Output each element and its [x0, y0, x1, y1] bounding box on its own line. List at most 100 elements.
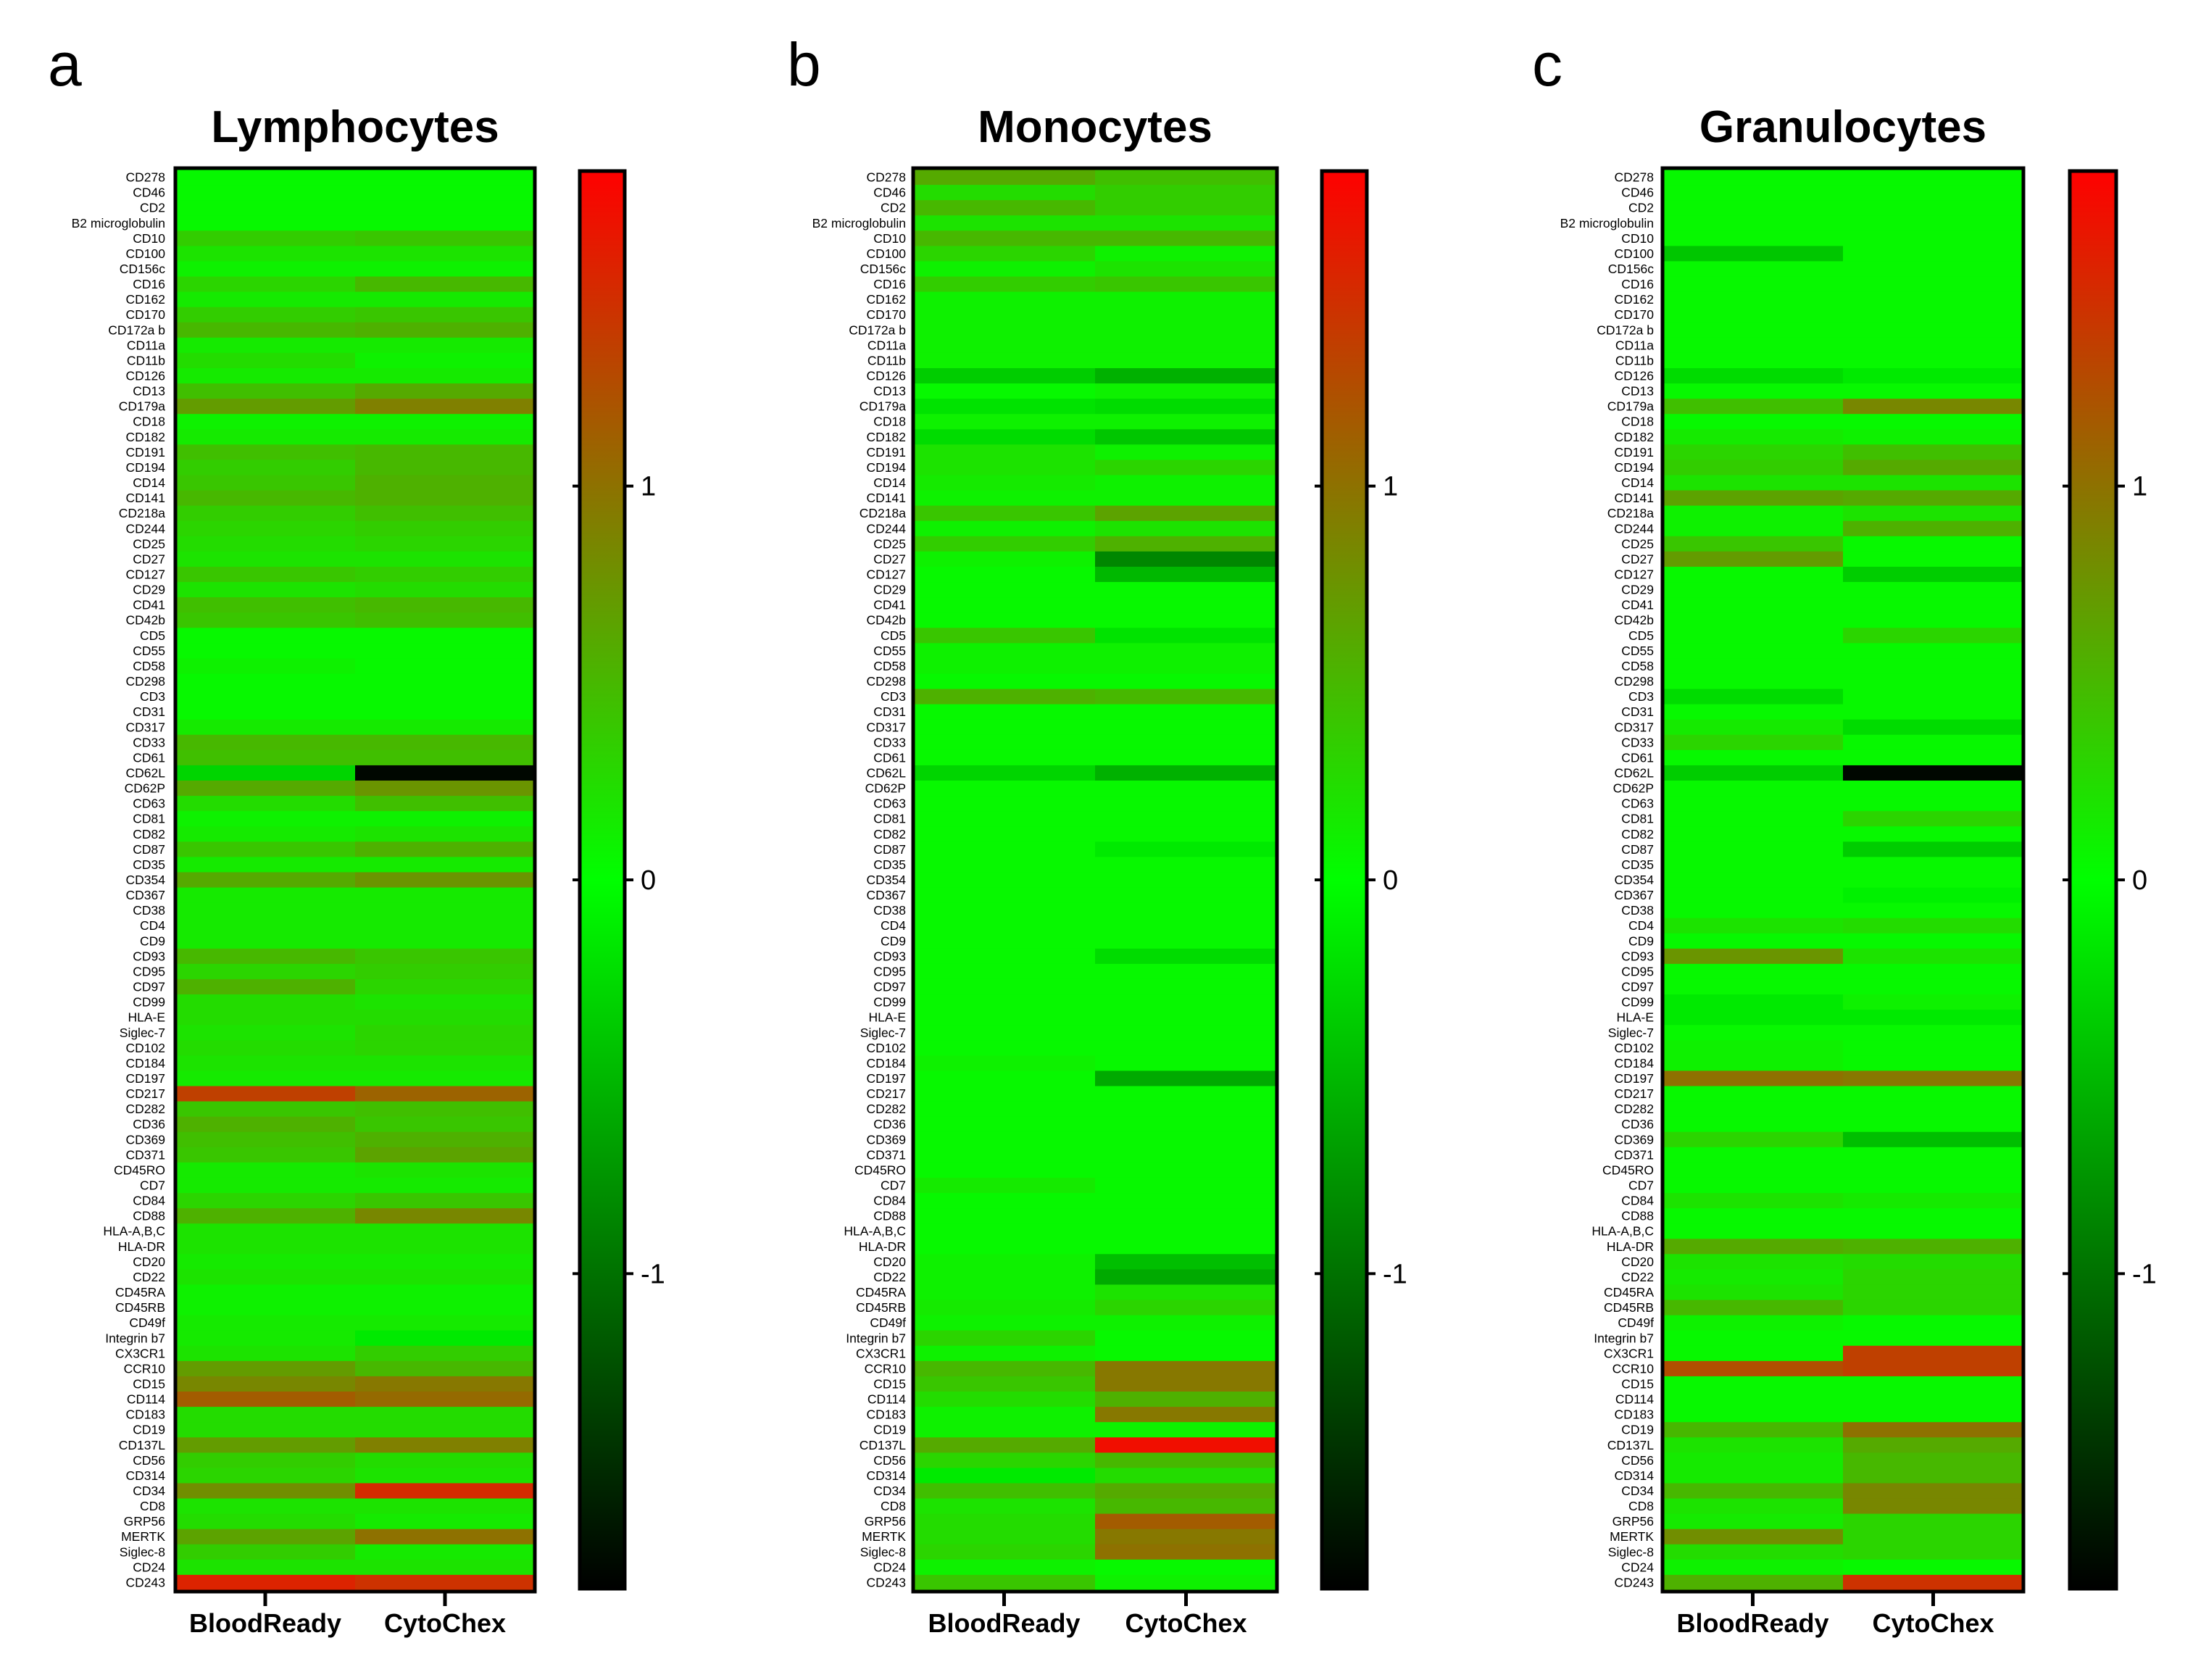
row-label: CD56	[873, 1453, 906, 1468]
heatmap-cell	[1843, 261, 2024, 278]
row-label: CD2	[140, 201, 165, 215]
heatmap-cell	[1663, 994, 1844, 1010]
heatmap-cell	[1843, 582, 2024, 598]
heatmap-cell	[1095, 887, 1278, 904]
row-label: CD10	[1621, 231, 1654, 246]
heatmap-cell	[1843, 444, 2024, 461]
row-label: CD217	[867, 1086, 906, 1101]
heatmap-cell	[175, 643, 356, 660]
row-label: CD282	[126, 1102, 165, 1116]
heatmap-cell	[355, 1162, 536, 1178]
heatmap-cell	[913, 1360, 1096, 1377]
heatmap-cell	[913, 185, 1096, 201]
heatmap-cell	[175, 230, 356, 246]
heatmap-cell	[1663, 673, 1844, 690]
row-label: CD97	[1621, 980, 1654, 994]
row-label: CD11a	[1615, 338, 1654, 352]
heatmap-cell	[1663, 1544, 1844, 1560]
heatmap-cell	[175, 1101, 356, 1118]
heatmap-cell	[913, 367, 1096, 384]
row-label: CD8	[140, 1499, 165, 1513]
heatmap-cell	[175, 322, 356, 338]
heatmap-cell	[175, 1498, 356, 1515]
heatmap-cell	[1843, 1330, 2024, 1347]
heatmap-cell	[913, 1223, 1096, 1239]
heatmap-cell	[913, 1483, 1096, 1500]
heatmap-cell	[175, 1299, 356, 1316]
heatmap-cell	[913, 536, 1096, 552]
heatmap-cell	[1095, 796, 1278, 812]
heatmap-cell	[355, 1483, 536, 1500]
heatmap-cell	[1095, 978, 1278, 995]
heatmap-cell	[1095, 1574, 1278, 1591]
heatmap-cell	[1663, 1269, 1844, 1286]
heatmap-cell	[913, 1055, 1096, 1072]
heatmap-cell	[355, 1055, 536, 1072]
heatmap-cell	[355, 536, 536, 552]
row-label: CD369	[126, 1132, 165, 1147]
heatmap-cell	[913, 1193, 1096, 1209]
heatmap-cell	[1663, 566, 1844, 583]
heatmap-cell	[175, 1422, 356, 1438]
colorbar-tick-label: 0	[641, 865, 656, 896]
heatmap-cell	[175, 399, 356, 415]
heatmap-cell	[1843, 1025, 2024, 1041]
heatmap-cell	[1663, 1223, 1844, 1239]
row-label: CD13	[873, 384, 906, 399]
heatmap-cell	[1095, 536, 1278, 552]
heatmap-cell	[913, 1086, 1096, 1102]
row-label: CD197	[126, 1071, 165, 1086]
heatmap-cell	[1843, 1315, 2024, 1331]
heatmap-cell	[913, 215, 1096, 231]
heatmap-cell	[175, 1407, 356, 1423]
row-label: CD369	[867, 1132, 906, 1147]
heatmap-cell	[1663, 1559, 1844, 1576]
heatmap-cell	[355, 673, 536, 690]
heatmap-cell	[175, 1345, 356, 1362]
heatmap-cell	[1095, 490, 1278, 507]
heatmap-cell	[1095, 826, 1278, 842]
heatmap-cell	[913, 765, 1096, 781]
heatmap-cell	[1843, 1101, 2024, 1118]
heatmap-cell	[1663, 246, 1844, 262]
row-label: CD27	[1621, 552, 1654, 566]
heatmap-cell	[1095, 322, 1278, 338]
row-label: HLA-E	[1616, 1010, 1654, 1025]
heatmap-cell	[175, 841, 356, 857]
row-label: CD371	[1615, 1147, 1654, 1162]
heatmap-cell	[355, 566, 536, 583]
heatmap-cell	[175, 459, 356, 476]
row-label: CD182	[867, 430, 906, 444]
heatmap-cell	[355, 1498, 536, 1515]
heatmap-cell	[1663, 1131, 1844, 1148]
heatmap-cell	[355, 872, 536, 889]
heatmap-cell	[175, 1574, 356, 1591]
row-label: CD58	[1621, 659, 1654, 673]
row-label: GRP56	[865, 1514, 906, 1529]
row-label: Siglec-7	[120, 1026, 165, 1040]
row-label: CD24	[133, 1560, 165, 1574]
row-label: CD217	[126, 1086, 165, 1101]
row-label: CD354	[1615, 873, 1655, 887]
row-label: CD11b	[1615, 353, 1654, 367]
heatmap-cell	[1843, 673, 2024, 690]
row-label: CD15	[873, 1376, 906, 1391]
row-label: CD298	[867, 674, 906, 689]
row-label: CD62P	[1613, 781, 1654, 796]
heatmap-cell	[1095, 628, 1278, 644]
row-label: CD16	[873, 277, 906, 291]
row-label: CD367	[126, 888, 165, 902]
heatmap-cell	[1095, 337, 1278, 354]
row-label: Integrin b7	[105, 1331, 165, 1345]
heatmap-cell	[913, 857, 1096, 873]
row-label: CD317	[867, 720, 906, 734]
row-label: CD88	[1621, 1209, 1654, 1223]
row-label: CD218a	[860, 506, 906, 520]
heatmap-cell	[175, 490, 356, 507]
row-label: CD63	[873, 797, 906, 811]
row-label: CD172a b	[1597, 323, 1654, 337]
row-label: CD84	[133, 1194, 165, 1208]
row-label: CD184	[126, 1056, 166, 1070]
